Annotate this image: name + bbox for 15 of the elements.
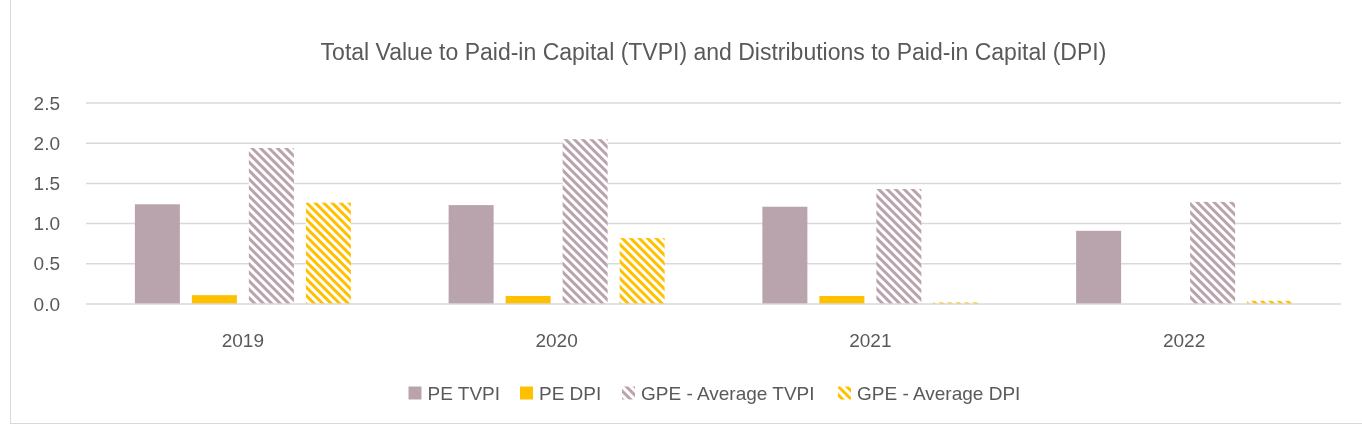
x-tick-label: 2021 [849,330,892,351]
x-tick-label: 2022 [1162,330,1206,351]
chart-title: Total Value to Paid-in Capital (TVPI) and Distributions to Paid-in Capital (DPI) [320,39,1107,65]
y-tick-label: 2.0 [33,132,60,154]
legend-label: PE DPI [539,382,602,404]
x-tick-label: 2020 [535,330,578,351]
legend-label: GPE - Average TVPI [641,382,815,404]
x-tick-label: 2019 [221,330,265,351]
legend-label: GPE - Average DPI [857,382,1021,404]
y-tick-label: 0.0 [33,293,60,315]
y-tick-label: 2.5 [33,92,60,114]
y-tick-label: 1.0 [33,213,60,235]
y-tick-label: 1.5 [33,173,60,195]
y-tick-label: 0.5 [33,253,60,275]
legend-label: PE TVPI [427,382,501,404]
